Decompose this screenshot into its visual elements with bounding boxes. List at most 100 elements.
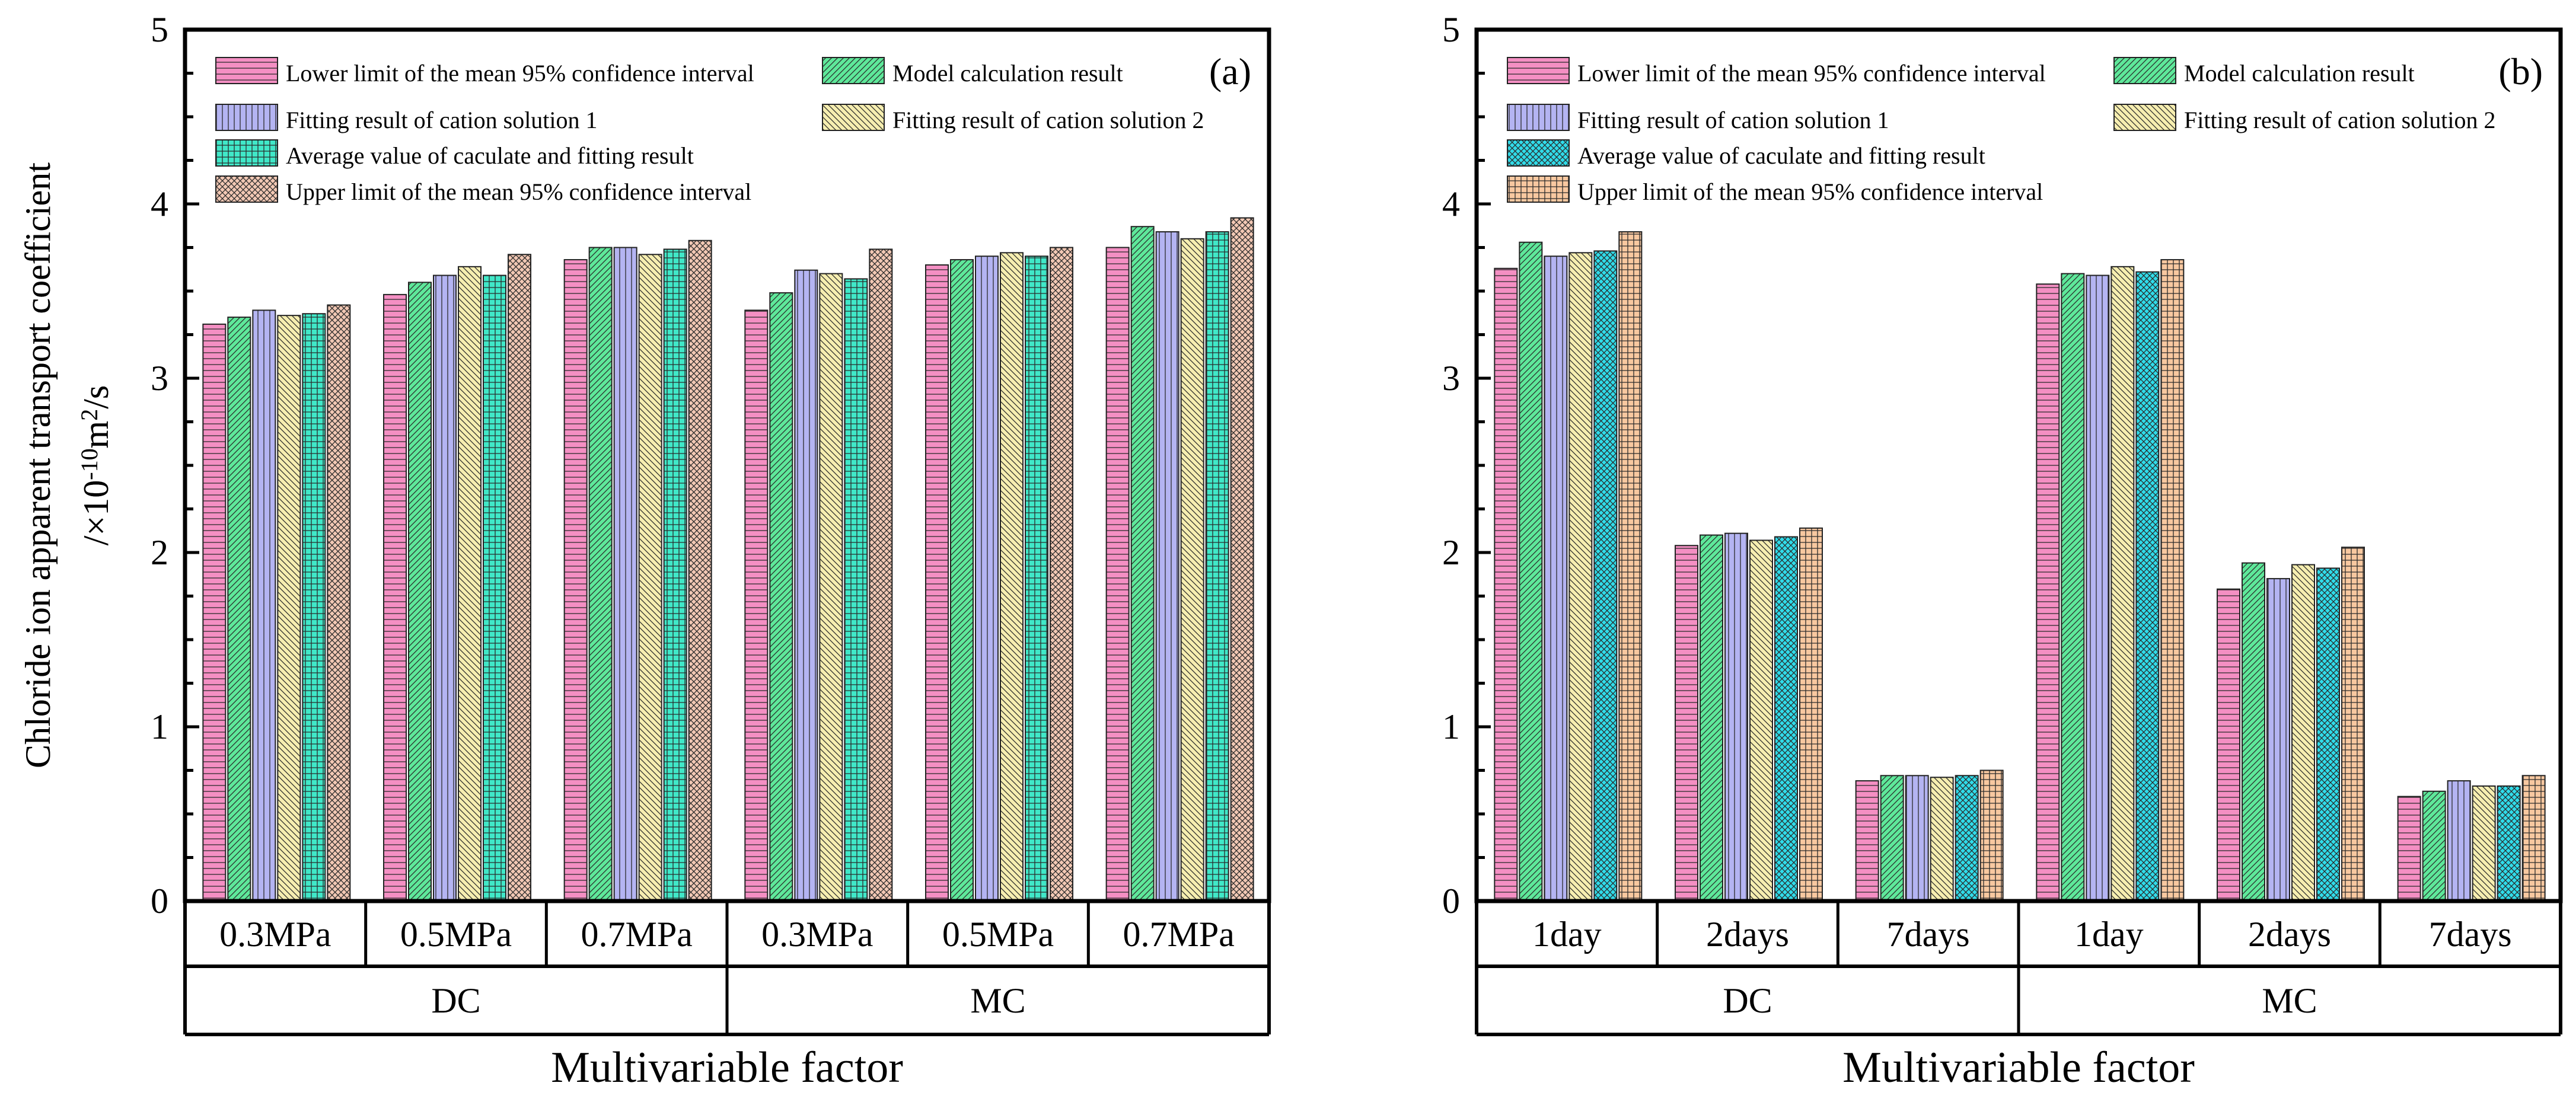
bar-3-series-4 xyxy=(638,254,662,902)
group-label: DC xyxy=(1723,981,1772,1020)
bar-5-series-5 xyxy=(2316,567,2340,902)
bar-1-series-1 xyxy=(202,323,227,902)
legend-label: Fitting result of cation solution 2 xyxy=(892,107,1204,133)
legend: Lower limit of the mean 95% confidence i… xyxy=(215,57,1204,205)
bar-3-series-2 xyxy=(1880,775,1904,902)
bar-3-series-4 xyxy=(1930,777,1954,902)
bar-4-series-4 xyxy=(2110,266,2135,902)
legend-swatch xyxy=(1507,57,1570,84)
legend-swatch xyxy=(215,104,278,131)
bar-4-series-3 xyxy=(794,269,818,902)
y-axis-unit-part: /s xyxy=(76,385,116,409)
bar-5-series-5 xyxy=(1025,256,1048,902)
bar-5-series-3 xyxy=(2266,578,2290,902)
group-label: MC xyxy=(970,981,1025,1020)
bar-2-series-4 xyxy=(1749,539,1773,902)
bar-1-series-5 xyxy=(302,313,326,902)
y-axis-unit-part: 2 xyxy=(76,409,103,421)
bar-4-series-5 xyxy=(2135,271,2160,902)
y-tick-label: 1 xyxy=(1442,707,1460,746)
bar-5-series-6 xyxy=(2341,547,2365,902)
bar-6-series-3 xyxy=(1155,231,1179,902)
y-tick-label: 4 xyxy=(151,184,168,223)
y-axis-unit-part: -10 xyxy=(76,448,103,480)
bar-3-series-3 xyxy=(1905,775,1929,902)
x-axis-label: Multivariable factor xyxy=(551,1043,903,1092)
y-axis-label-units: /×10-10m2/s xyxy=(76,385,116,546)
bar-4-series-2 xyxy=(769,292,793,902)
bar-5-series-1 xyxy=(925,264,949,902)
bar-4-series-5 xyxy=(844,278,868,902)
bar-4-series-1 xyxy=(744,309,769,902)
x-axis-label: Multivariable factor xyxy=(1842,1043,2195,1092)
y-tick-label: 5 xyxy=(151,10,168,49)
legend-swatch xyxy=(822,104,885,131)
bar-1-series-2 xyxy=(1519,241,1543,902)
y-axis-unit-part: /s xyxy=(76,385,116,409)
bar-2-series-2 xyxy=(1700,534,1723,902)
y-axis: 0 1 2 3 4 5 xyxy=(151,10,199,921)
bar-1-series-2 xyxy=(227,317,251,902)
category-label: 1day xyxy=(1532,915,1602,954)
y-axis-label: Chloride ion apparent transport coeffici… xyxy=(18,162,116,768)
bar-2-series-4 xyxy=(458,266,482,902)
category-label: 2days xyxy=(2248,915,2331,954)
bar-3-series-1 xyxy=(563,259,588,902)
y-axis-unit-part: m xyxy=(76,421,116,449)
category-label: 7days xyxy=(1887,915,1970,954)
category-label: 0.5MPa xyxy=(942,915,1054,954)
legend-label: Average value of caculate and fitting re… xyxy=(1577,142,1985,169)
y-axis-unit-part: m xyxy=(76,421,116,449)
bars xyxy=(202,217,1254,902)
bar-3-series-5 xyxy=(1955,775,1979,902)
bar-2-series-2 xyxy=(408,282,432,902)
bar-1-series-6 xyxy=(327,304,351,902)
bar-2-series-3 xyxy=(1724,532,1748,902)
bar-5-series-6 xyxy=(1050,247,1073,902)
y-axis: 0 1 2 3 4 5 xyxy=(1442,10,1491,921)
bar-4-series-3 xyxy=(2086,274,2110,902)
bar-6-series-1 xyxy=(2397,796,2421,902)
y-axis-label-line1: Chloride ion apparent transport coeffici… xyxy=(18,162,58,768)
bar-6-series-2 xyxy=(2422,790,2446,902)
category-label: 0.7MPa xyxy=(581,915,692,954)
bar-1-series-4 xyxy=(277,315,301,902)
legend-swatch xyxy=(822,57,885,84)
category-label: 0.3MPa xyxy=(761,915,873,954)
bar-1-series-4 xyxy=(1568,252,1593,902)
bar-4-series-6 xyxy=(2160,259,2185,902)
legend-swatch xyxy=(2113,104,2176,131)
bar-3-series-6 xyxy=(1979,769,2004,902)
bar-2-series-5 xyxy=(1774,536,1798,902)
bar-5-series-4 xyxy=(2291,564,2315,902)
legend-swatch xyxy=(1507,104,1570,131)
legend-label: Upper limit of the mean 95% confidence i… xyxy=(286,178,751,205)
y-axis-unit-part: 2 xyxy=(76,409,103,421)
legend-label: Model calculation result xyxy=(2184,60,2415,87)
bar-3-series-6 xyxy=(688,239,712,902)
legend-label: Model calculation result xyxy=(892,60,1123,87)
bar-4-series-2 xyxy=(2061,273,2085,902)
bar-5-series-3 xyxy=(975,256,999,902)
bar-5-series-2 xyxy=(2242,562,2265,902)
legend-label: Fitting result of cation solution 1 xyxy=(286,107,598,133)
panel-b: 0 1 2 3 4 5 1day 2days 7days 1day 2days 7days DC MC Mu… xyxy=(18,10,2563,1092)
group-label: DC xyxy=(431,981,480,1020)
group-label: MC xyxy=(2262,981,2317,1020)
bar-1-series-6 xyxy=(1618,231,1643,902)
bar-6-series-2 xyxy=(1130,226,1155,902)
bar-5-series-2 xyxy=(950,259,974,902)
y-axis-unit-part: /×10 xyxy=(76,480,116,546)
bar-3-series-2 xyxy=(588,247,613,902)
bar-6-series-4 xyxy=(2472,785,2496,902)
legend-label: Upper limit of the mean 95% confidence i… xyxy=(1577,178,2043,205)
bar-6-series-5 xyxy=(1205,231,1229,902)
bar-2-series-6 xyxy=(508,254,531,902)
legend-swatch xyxy=(1507,139,1570,167)
legend-swatch xyxy=(215,57,278,84)
legend-swatch xyxy=(2113,57,2176,84)
legend-swatch xyxy=(215,175,278,203)
bar-6-series-6 xyxy=(1230,217,1254,902)
bar-4-series-6 xyxy=(869,248,893,902)
